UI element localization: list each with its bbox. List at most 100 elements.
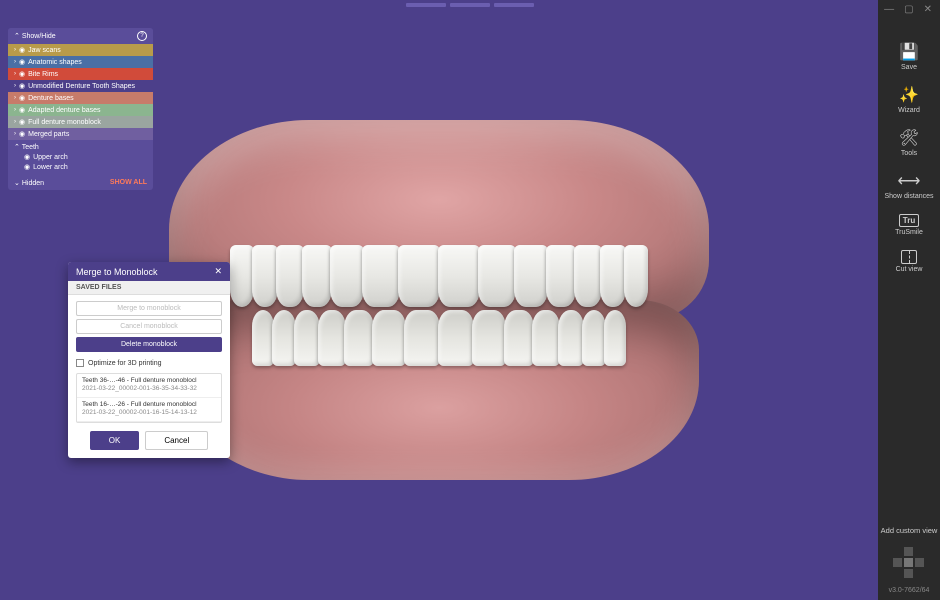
view-cube[interactable] <box>891 545 927 581</box>
wizard-icon: ✨ <box>899 85 919 105</box>
right-toolbar: 💾 Save ✨ Wizard 🛠 Tools ⟷ Show distances… <box>878 0 940 600</box>
eye-icon: ◉ <box>19 118 25 126</box>
eye-icon: ◉ <box>19 106 25 114</box>
tooth <box>438 310 474 366</box>
show-hide-title: Show/Hide <box>22 33 56 40</box>
tooth <box>294 310 320 366</box>
tooth <box>604 310 626 366</box>
tooth <box>302 245 332 307</box>
layer-label: Jaw scans <box>28 47 61 54</box>
layer-row[interactable]: › ◉ Denture bases <box>8 92 153 104</box>
tooth <box>398 245 440 307</box>
trusmile-tool[interactable]: Tru TruSmile <box>878 214 940 236</box>
top-tab[interactable] <box>406 3 446 7</box>
merge-monoblock-dialog: Merge to Monoblock ✕ SAVED FILES Merge t… <box>68 262 230 458</box>
tooth <box>272 310 296 366</box>
teeth-section-header[interactable]: ⌃ Teeth <box>14 143 147 151</box>
maximize-button[interactable]: ▢ <box>904 4 913 15</box>
file-row[interactable]: Teeth 16-…-26 - Full denture monoblocl20… <box>77 398 221 422</box>
help-icon[interactable]: ? <box>137 31 147 41</box>
version-label: v3.0-7662/64 <box>889 587 930 594</box>
collapse-icon: ⌃ <box>14 33 20 40</box>
save-tool[interactable]: 💾 Save <box>878 42 940 71</box>
layer-row[interactable]: › ◉ Full denture monoblock <box>8 116 153 128</box>
cancel-button[interactable]: Cancel <box>145 431 208 450</box>
tooth <box>404 310 440 366</box>
layer-row[interactable]: › ◉ Merged parts <box>8 128 153 140</box>
tooth <box>252 310 274 366</box>
trusmile-icon: Tru <box>899 214 919 227</box>
tooth <box>514 245 548 307</box>
expand-icon: › <box>14 59 16 65</box>
dialog-close-icon[interactable]: ✕ <box>214 266 222 277</box>
layer-label: Anatomic shapes <box>28 59 82 66</box>
lower-arch-row[interactable]: ◉Lower arch <box>14 163 147 171</box>
eye-icon: ◉ <box>24 163 30 171</box>
layer-label: Bite Rims <box>28 71 58 78</box>
expand-icon: › <box>14 71 16 77</box>
layer-row[interactable]: › ◉ Jaw scans <box>8 44 153 56</box>
eye-icon: ◉ <box>19 58 25 66</box>
dialog-title: Merge to Monoblock <box>76 267 158 277</box>
top-tab[interactable] <box>450 3 490 7</box>
layer-row[interactable]: › ◉ Unmodified Denture Tooth Shapes <box>8 80 153 92</box>
add-custom-view-button[interactable]: Add custom view <box>881 526 938 535</box>
merge-to-monoblock-button[interactable]: Merge to monoblock <box>76 301 222 316</box>
layer-label: Merged parts <box>28 131 69 138</box>
collapse-icon: ⌃ <box>14 144 20 151</box>
eye-icon: ◉ <box>24 153 30 161</box>
expand-icon: › <box>14 107 16 113</box>
eye-icon: ◉ <box>19 130 25 138</box>
upper-teeth <box>204 245 674 310</box>
expand-icon: › <box>14 95 16 101</box>
tooth <box>362 245 400 307</box>
tooth <box>558 310 584 366</box>
tooth <box>230 245 254 307</box>
top-tabs <box>406 3 534 7</box>
tools-tool[interactable]: 🛠 Tools <box>878 128 940 157</box>
show-hide-header[interactable]: ⌃ Show/Hide ? <box>8 28 153 44</box>
layer-label: Full denture monoblock <box>28 119 101 126</box>
eye-icon: ◉ <box>19 46 25 54</box>
show-all-button[interactable]: SHOW ALL <box>110 179 147 187</box>
tooth <box>600 245 626 307</box>
cut-view-tool[interactable]: Cut view <box>878 250 940 273</box>
tooth <box>318 310 346 366</box>
tooth <box>532 310 560 366</box>
cancel-monoblock-button[interactable]: Cancel monoblock <box>76 319 222 334</box>
collapse-icon: ⌄ <box>14 180 20 187</box>
expand-icon: › <box>14 119 16 125</box>
wizard-tool[interactable]: ✨ Wizard <box>878 85 940 114</box>
tooth <box>472 310 506 366</box>
layer-label: Unmodified Denture Tooth Shapes <box>28 83 135 90</box>
tooth <box>504 310 534 366</box>
tooth <box>574 245 602 307</box>
file-row[interactable]: Teeth 36-…-46 - Full denture monoblocl20… <box>77 374 221 398</box>
tools-icon: 🛠 <box>899 128 919 148</box>
tooth <box>372 310 406 366</box>
distances-icon: ⟷ <box>898 171 921 191</box>
file-list: Teeth 36-…-46 - Full denture monoblocl20… <box>76 373 222 423</box>
optimize-3d-printing-checkbox[interactable]: Optimize for 3D printing <box>76 359 222 367</box>
eye-icon: ◉ <box>19 82 25 90</box>
saved-files-tab[interactable]: SAVED FILES <box>68 281 230 295</box>
close-button[interactable]: ✕ <box>924 4 932 15</box>
minimize-button[interactable]: — <box>884 4 894 15</box>
ok-button[interactable]: OK <box>90 431 140 450</box>
delete-monoblock-button[interactable]: Delete monoblock <box>76 337 222 352</box>
tooth <box>582 310 606 366</box>
layer-row[interactable]: › ◉ Anatomic shapes <box>8 56 153 68</box>
expand-icon: › <box>14 131 16 137</box>
dialog-header: Merge to Monoblock ✕ <box>68 262 230 281</box>
tooth <box>276 245 304 307</box>
save-icon: 💾 <box>899 42 919 62</box>
cut-view-icon <box>901 250 917 264</box>
layer-row[interactable]: › ◉ Bite Rims <box>8 68 153 80</box>
layer-row[interactable]: › ◉ Adapted denture bases <box>8 104 153 116</box>
show-distances-tool[interactable]: ⟷ Show distances <box>878 171 940 200</box>
upper-arch-row[interactable]: ◉Upper arch <box>14 153 147 161</box>
top-tab[interactable] <box>494 3 534 7</box>
lower-teeth <box>214 310 664 370</box>
layer-label: Denture bases <box>28 95 74 102</box>
show-hide-panel: ⌃ Show/Hide ? › ◉ Jaw scans› ◉ Anatomic … <box>8 28 153 190</box>
